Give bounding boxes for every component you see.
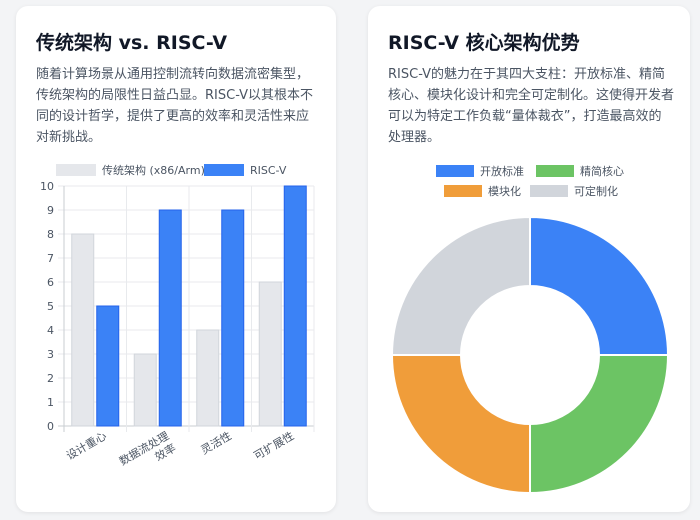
legend-swatch-0[interactable] <box>436 165 474 177</box>
y-tick-label: 10 <box>40 180 54 193</box>
bar-traditional-2[interactable] <box>196 329 220 427</box>
y-tick-label: 5 <box>47 300 54 313</box>
x-tick-label: 设计重心 <box>64 428 109 462</box>
legend-label-2[interactable]: 模块化 <box>488 184 521 198</box>
legend-label-0[interactable]: 开放标准 <box>480 164 524 178</box>
legend-label-1[interactable]: RISC-V <box>250 164 287 177</box>
doughnut-slice-3[interactable] <box>390 215 531 356</box>
y-tick-label: 8 <box>47 228 54 241</box>
doughnut-slice-0[interactable] <box>529 215 670 356</box>
advantages-card: RISC-V 核心架构优势 RISC-V的魅力在于其四大支柱：开放标准、精简核心… <box>368 6 690 512</box>
comparison-bar-chart: 传统架构 (x86/Arm) RISC-V 0 1 2 3 4 5 6 7 8 9 10 设计重心 数据… <box>40 163 315 480</box>
comparison-card: 传统架构 vs. RISC-V 随着计算场景从通用控制流转向数据流密集型，传统架… <box>16 6 336 512</box>
legend-label-1[interactable]: 精简核心 <box>580 164 624 178</box>
doughnut-slice-2[interactable] <box>390 354 531 495</box>
bar-traditional-3[interactable] <box>258 281 282 427</box>
legend-swatch-3[interactable] <box>530 185 568 197</box>
bar-riscv-1[interactable] <box>158 209 182 427</box>
bar-chart-legend: 传统架构 (x86/Arm) RISC-V <box>56 163 287 177</box>
bar-chart-bars <box>71 185 307 427</box>
advantages-title: RISC-V 核心架构优势 <box>388 32 580 54</box>
bar-riscv-0[interactable] <box>96 305 120 427</box>
legend-swatch-0[interactable] <box>56 164 96 176</box>
legend-label-3[interactable]: 可定制化 <box>574 184 618 198</box>
bar-traditional-1[interactable] <box>133 353 157 427</box>
y-tick-label: 1 <box>47 396 54 409</box>
bar-riscv-3[interactable] <box>283 185 307 427</box>
advantages-description: RISC-V的魅力在于其四大支柱：开放标准、精简核心、模块化设计和完全可定制化。… <box>388 67 675 145</box>
comparison-title: 传统架构 vs. RISC-V <box>36 32 228 54</box>
y-tick-label: 6 <box>47 276 54 289</box>
bar-traditional-0[interactable] <box>71 233 95 427</box>
x-tick-label: 可扩展性 <box>251 428 296 462</box>
y-tick-label: 2 <box>47 372 54 385</box>
y-tick-label: 7 <box>47 252 54 265</box>
y-tick-label: 0 <box>47 420 54 433</box>
x-tick-label: 数据流处理效率 <box>117 428 179 480</box>
doughnut-slice-1[interactable] <box>529 354 670 495</box>
comparison-description: 随着计算场景从通用控制流转向数据流密集型，传统架构的局限性日益凸显。RISC-V… <box>36 67 314 145</box>
legend-label-0[interactable]: 传统架构 (x86/Arm) <box>102 163 205 177</box>
x-tick-label: 灵活性 <box>198 428 234 457</box>
bar-chart-x-axis: 设计重心 数据流处理效率 灵活性 可扩展性 <box>64 428 297 480</box>
bar-riscv-2[interactable] <box>221 209 245 427</box>
y-tick-label: 4 <box>47 324 54 337</box>
legend-swatch-1[interactable] <box>204 164 244 176</box>
bar-chart-y-axis: 0 1 2 3 4 5 6 7 8 9 10 <box>40 180 54 433</box>
doughnut-chart-slices <box>390 215 670 495</box>
y-tick-label: 9 <box>47 204 54 217</box>
legend-swatch-2[interactable] <box>444 185 482 197</box>
legend-swatch-1[interactable] <box>536 165 574 177</box>
y-tick-label: 3 <box>47 348 54 361</box>
